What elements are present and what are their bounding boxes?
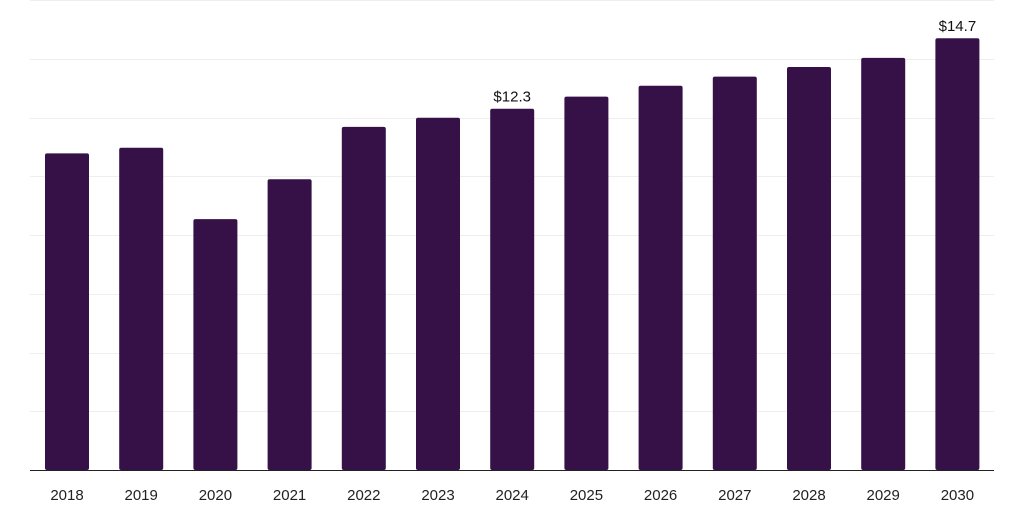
bar-2025 (564, 96, 609, 471)
x-tick-label-2022: 2022 (347, 487, 380, 504)
bar-2030 (935, 38, 980, 470)
x-tick-label-2023: 2023 (421, 487, 454, 504)
x-tick-label-2027: 2027 (718, 487, 751, 504)
x-tick-label-2030: 2030 (941, 487, 974, 504)
bar-2022 (341, 126, 386, 471)
data-label-2024: $12.3 (493, 89, 531, 106)
bar-2028 (787, 66, 831, 470)
x-tick-label-2028: 2028 (792, 487, 825, 504)
bar-2026 (638, 85, 683, 471)
x-tick-label-2029: 2029 (867, 487, 900, 504)
data-label-2030: $14.7 (939, 18, 977, 35)
x-tick-label-2026: 2026 (644, 487, 677, 504)
bar-2021 (267, 179, 312, 470)
bars (45, 38, 980, 471)
bar-2027 (712, 76, 757, 470)
x-tick-label-2024: 2024 (496, 487, 529, 504)
x-tick-label-2019: 2019 (125, 487, 158, 504)
x-tick-label-2020: 2020 (199, 487, 232, 504)
bar-2018 (45, 153, 89, 470)
bar-2023 (416, 117, 460, 470)
bar-2019 (119, 147, 164, 470)
x-tick-label-2021: 2021 (273, 487, 306, 504)
bar-2024 (490, 108, 535, 470)
x-tick-label-2025: 2025 (570, 487, 603, 504)
bar-2029 (861, 57, 906, 471)
x-axis-tick-labels: 2018 2019 2020 2021 2022 2023 2024 2025 2026 2027… (50, 487, 974, 504)
x-tick-label-2018: 2018 (50, 487, 83, 504)
bar-2020 (193, 219, 238, 470)
data-labels: $12.3 $14.7 (493, 18, 976, 106)
